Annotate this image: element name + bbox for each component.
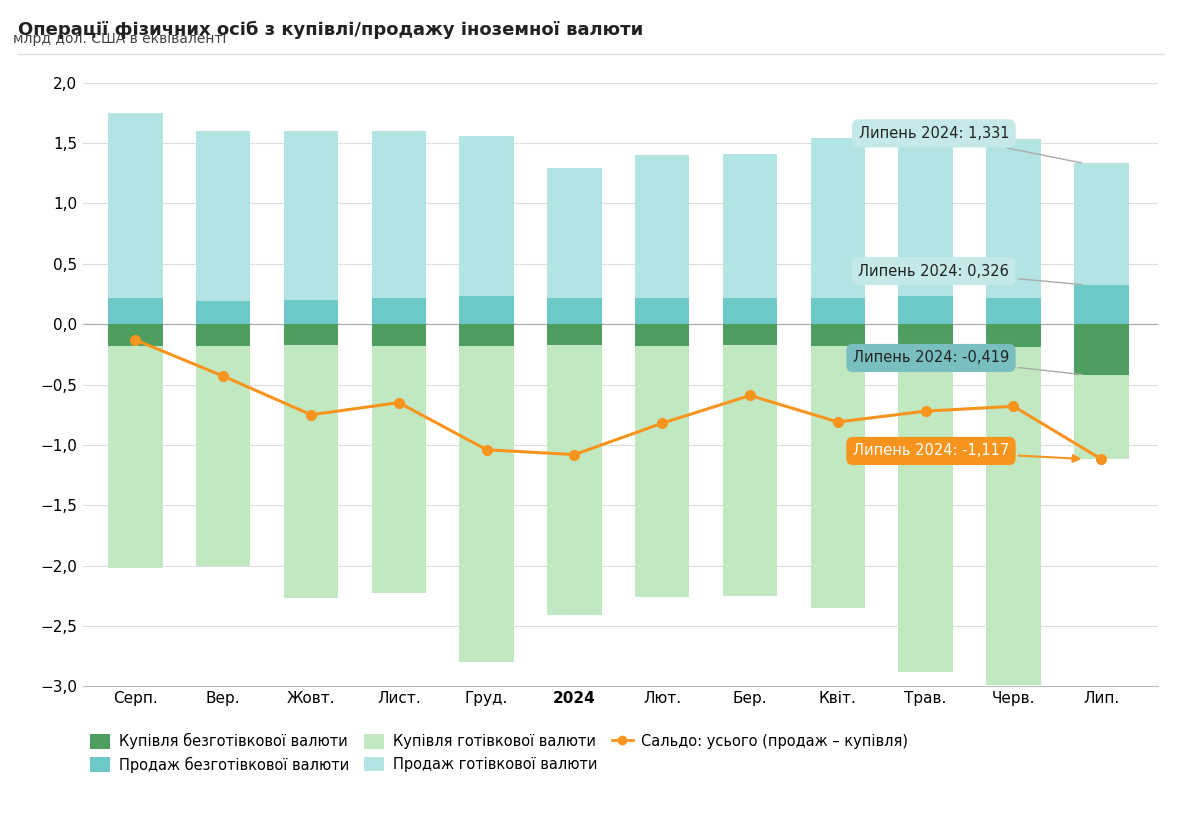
Legend: Купівля безготівкової валюти, Продаж безготівкової валюти, Купівля готівкової ва: Купівля безготівкової валюти, Продаж без… (90, 733, 909, 772)
Bar (811, 346, 865, 608)
Bar (898, 346, 953, 672)
Bar (284, 300, 338, 324)
Bar (986, 298, 1040, 324)
Bar (1074, 164, 1129, 284)
Bar (898, 296, 953, 324)
Bar (811, 138, 865, 298)
Bar (460, 296, 514, 324)
Bar (109, 298, 163, 324)
Bar (284, 345, 338, 598)
Text: Липень 2024: -0,419: Липень 2024: -0,419 (853, 351, 1082, 375)
Bar (196, 346, 251, 566)
Bar (898, 324, 953, 346)
Bar (723, 298, 778, 324)
Bar (547, 298, 602, 324)
Bar (1074, 324, 1129, 375)
Text: Липень 2024: 1,331: Липень 2024: 1,331 (858, 126, 1082, 163)
Text: Липень 2024: 0,326: Липень 2024: 0,326 (858, 264, 1082, 284)
Bar (371, 131, 426, 298)
Bar (986, 324, 1040, 347)
Bar (371, 298, 426, 324)
Bar (723, 345, 778, 595)
Bar (109, 346, 163, 568)
Bar (460, 324, 514, 346)
Bar (811, 324, 865, 346)
Bar (460, 136, 514, 296)
Bar (635, 324, 689, 346)
Bar (196, 324, 251, 346)
Bar (1074, 375, 1129, 459)
Bar (635, 298, 689, 324)
Text: млрд дол. США в еквіваленті: млрд дол. США в еквіваленті (13, 32, 226, 46)
Bar (284, 131, 338, 300)
Text: Липень 2024: -1,117: Липень 2024: -1,117 (853, 443, 1079, 461)
Bar (1074, 284, 1129, 324)
Bar (898, 138, 953, 296)
Bar (723, 154, 778, 298)
Text: Операції фізичних осіб з купівлі/продажу іноземної валюти: Операції фізичних осіб з купівлі/продажу… (18, 21, 643, 39)
Bar (371, 324, 426, 346)
Bar (460, 346, 514, 662)
Bar (547, 324, 602, 345)
Bar (109, 324, 163, 346)
Bar (986, 140, 1040, 298)
Bar (284, 324, 338, 345)
Bar (196, 301, 251, 324)
Bar (811, 298, 865, 324)
Bar (547, 169, 602, 298)
Bar (986, 347, 1040, 686)
Bar (196, 131, 251, 301)
Bar (635, 155, 689, 298)
Bar (371, 346, 426, 594)
Bar (723, 324, 778, 345)
Bar (109, 112, 163, 298)
Bar (547, 345, 602, 615)
Bar (635, 346, 689, 597)
